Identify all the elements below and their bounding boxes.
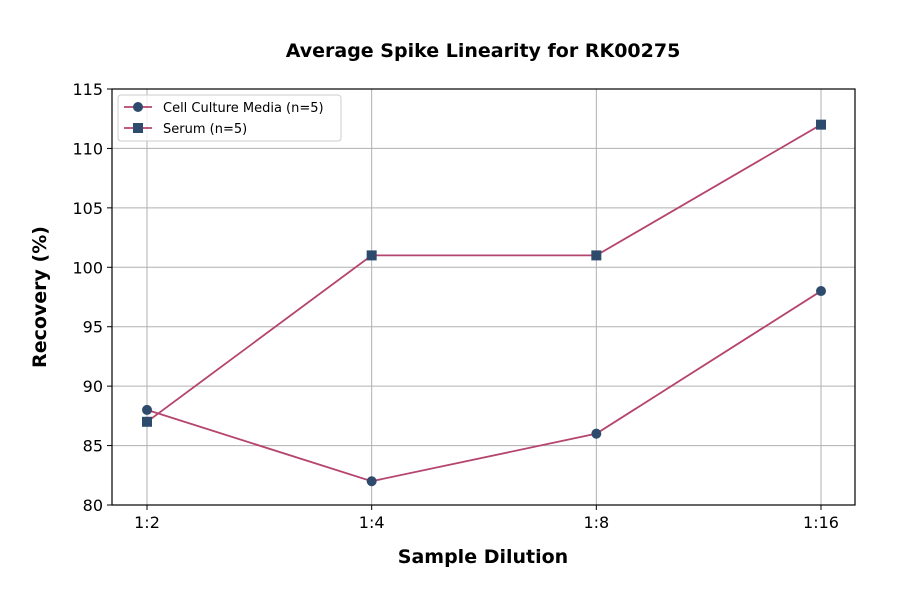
x-tick-label: 1:2 xyxy=(134,513,160,532)
y-tick-label: 95 xyxy=(83,318,103,337)
y-tick-label: 115 xyxy=(72,80,103,99)
data-point-1 xyxy=(816,119,826,130)
x-tick-label: 1:8 xyxy=(583,513,609,532)
series-line-0 xyxy=(146,290,822,483)
y-tick-label: 110 xyxy=(72,139,103,158)
y-axis-label: Recovery (%) xyxy=(29,226,51,368)
legend-label: Cell Culture Media (n=5) xyxy=(163,101,324,116)
data-point-0 xyxy=(366,476,377,487)
legend-label: Serum (n=5) xyxy=(163,122,247,137)
legend-marker xyxy=(133,102,143,112)
chart-title: Average Spike Linearity for RK00275 xyxy=(286,40,681,62)
y-tick-label: 100 xyxy=(72,258,103,277)
x-tick-label: 1:16 xyxy=(803,513,839,532)
data-point-1 xyxy=(142,416,152,427)
data-point-0 xyxy=(816,286,826,297)
x-axis-label: Sample Dilution xyxy=(398,546,568,568)
data-point-0 xyxy=(142,404,152,415)
data-point-1 xyxy=(366,250,377,261)
series-line-1 xyxy=(146,123,822,423)
legend: Cell Culture Media (n=5) Serum (n=5) xyxy=(117,94,342,142)
y-tick-label: 105 xyxy=(72,199,103,218)
y-tick-label: 80 xyxy=(83,496,103,515)
data-point-0 xyxy=(591,428,602,439)
y-tick-label: 85 xyxy=(83,437,103,456)
plot-frame xyxy=(111,88,856,506)
legend-marker xyxy=(133,123,143,133)
x-tick-label: 1:4 xyxy=(359,513,385,532)
data-point-1 xyxy=(591,250,602,261)
y-tick-label: 90 xyxy=(83,377,103,396)
